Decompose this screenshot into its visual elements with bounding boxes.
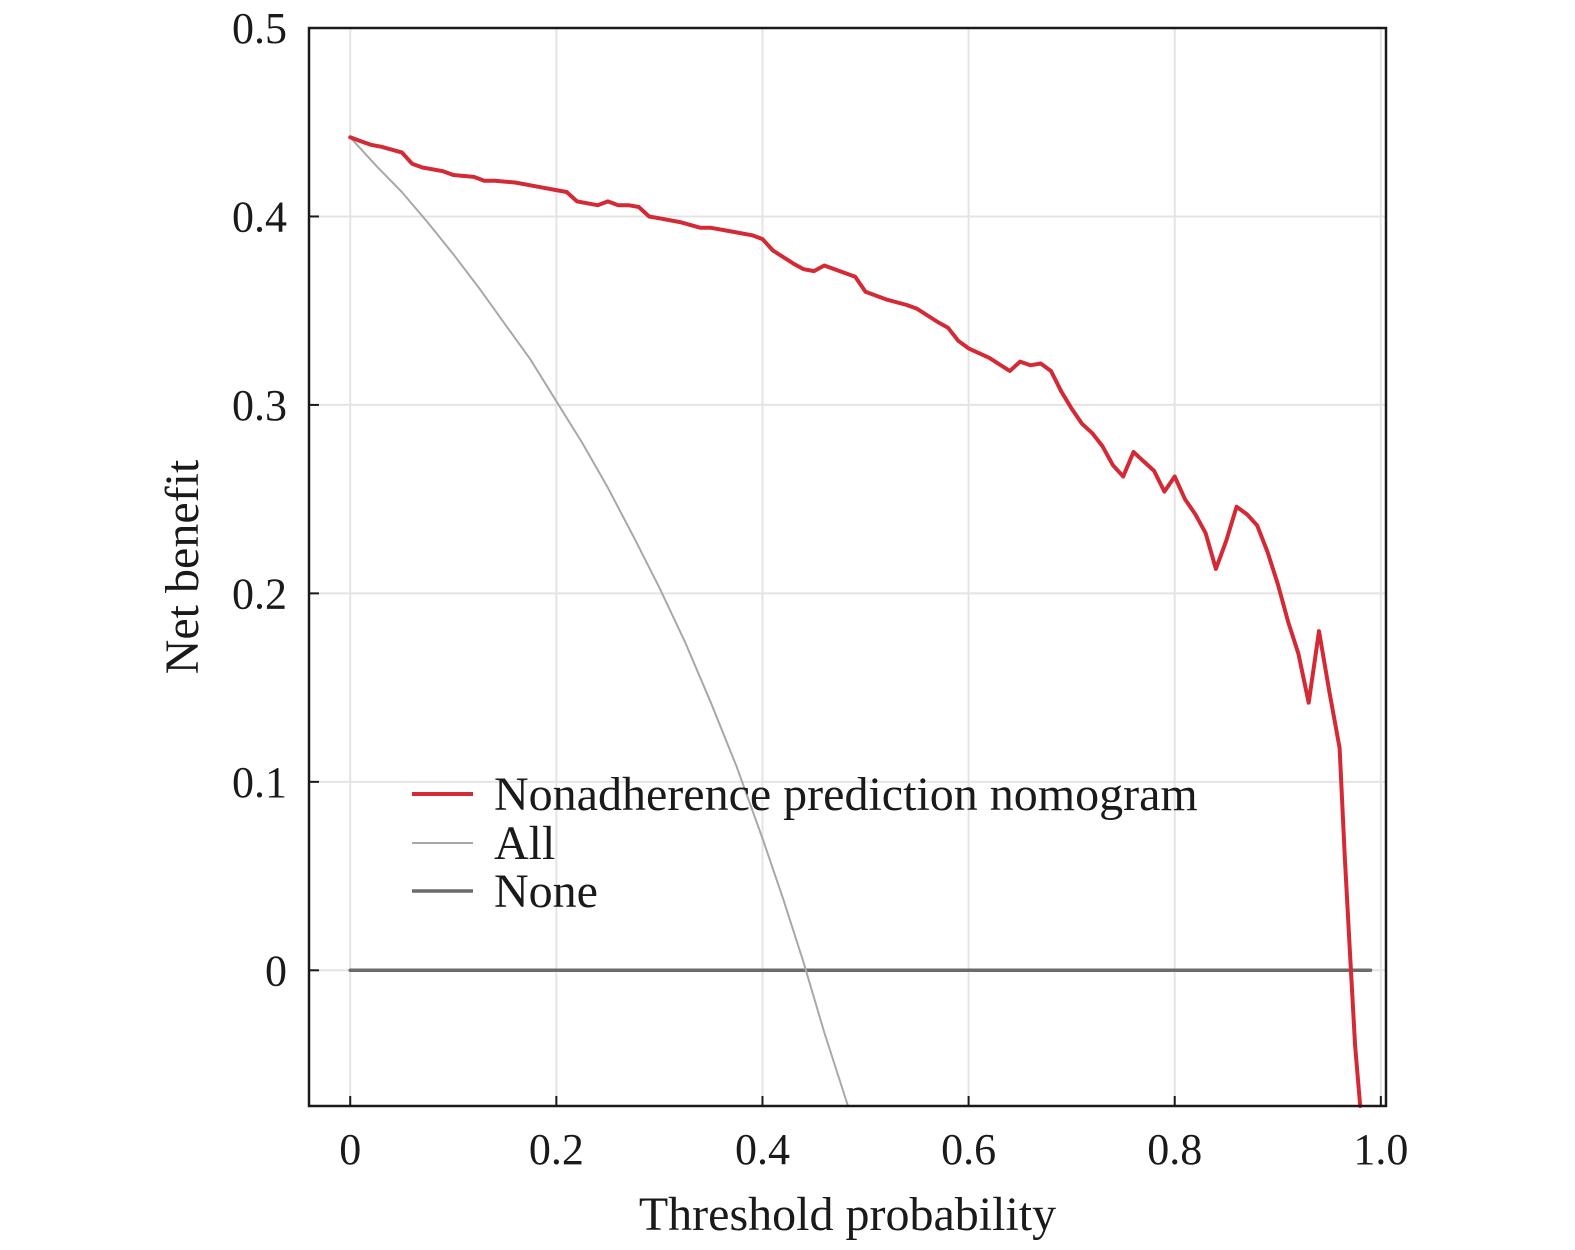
legend-label: All [494,817,555,870]
x-axis-label: Threshold probability [639,1188,1056,1241]
y-tick-label: 0.1 [232,758,287,807]
plot-frame [307,26,1388,1108]
series-line-all [349,136,849,1107]
x-tick-label: 0.2 [529,1125,584,1174]
series-line-nonadherence-prediction-nomogram [348,135,1363,1108]
legend-label: Nonadherence prediction nomogram [494,768,1198,821]
x-tick-label: 0.6 [941,1125,996,1174]
x-tick-label: 0.4 [735,1125,790,1174]
y-tick-label: 0.2 [232,569,287,618]
y-axis-label: Net benefit [156,459,209,674]
legend-label: None [494,865,598,918]
x-tick-label: 0 [339,1125,361,1174]
y-tick-label: 0.5 [232,4,287,53]
series-lines [348,135,1373,1108]
y-tick-label: 0.4 [232,192,287,241]
x-tick-label: 0.8 [1147,1125,1202,1174]
grid-lines [309,27,1386,1106]
y-tick-label: 0.3 [232,381,287,430]
x-tick-label: 1.0 [1353,1125,1408,1174]
axis-tick-labels: 0 0.2 0.4 0.6 0.8 1.0 0 0.1 0.2 0.3 0.4 0.5 [232,4,1408,1174]
y-tick-label: 0 [265,946,287,995]
axis-ticks [309,27,1382,1106]
